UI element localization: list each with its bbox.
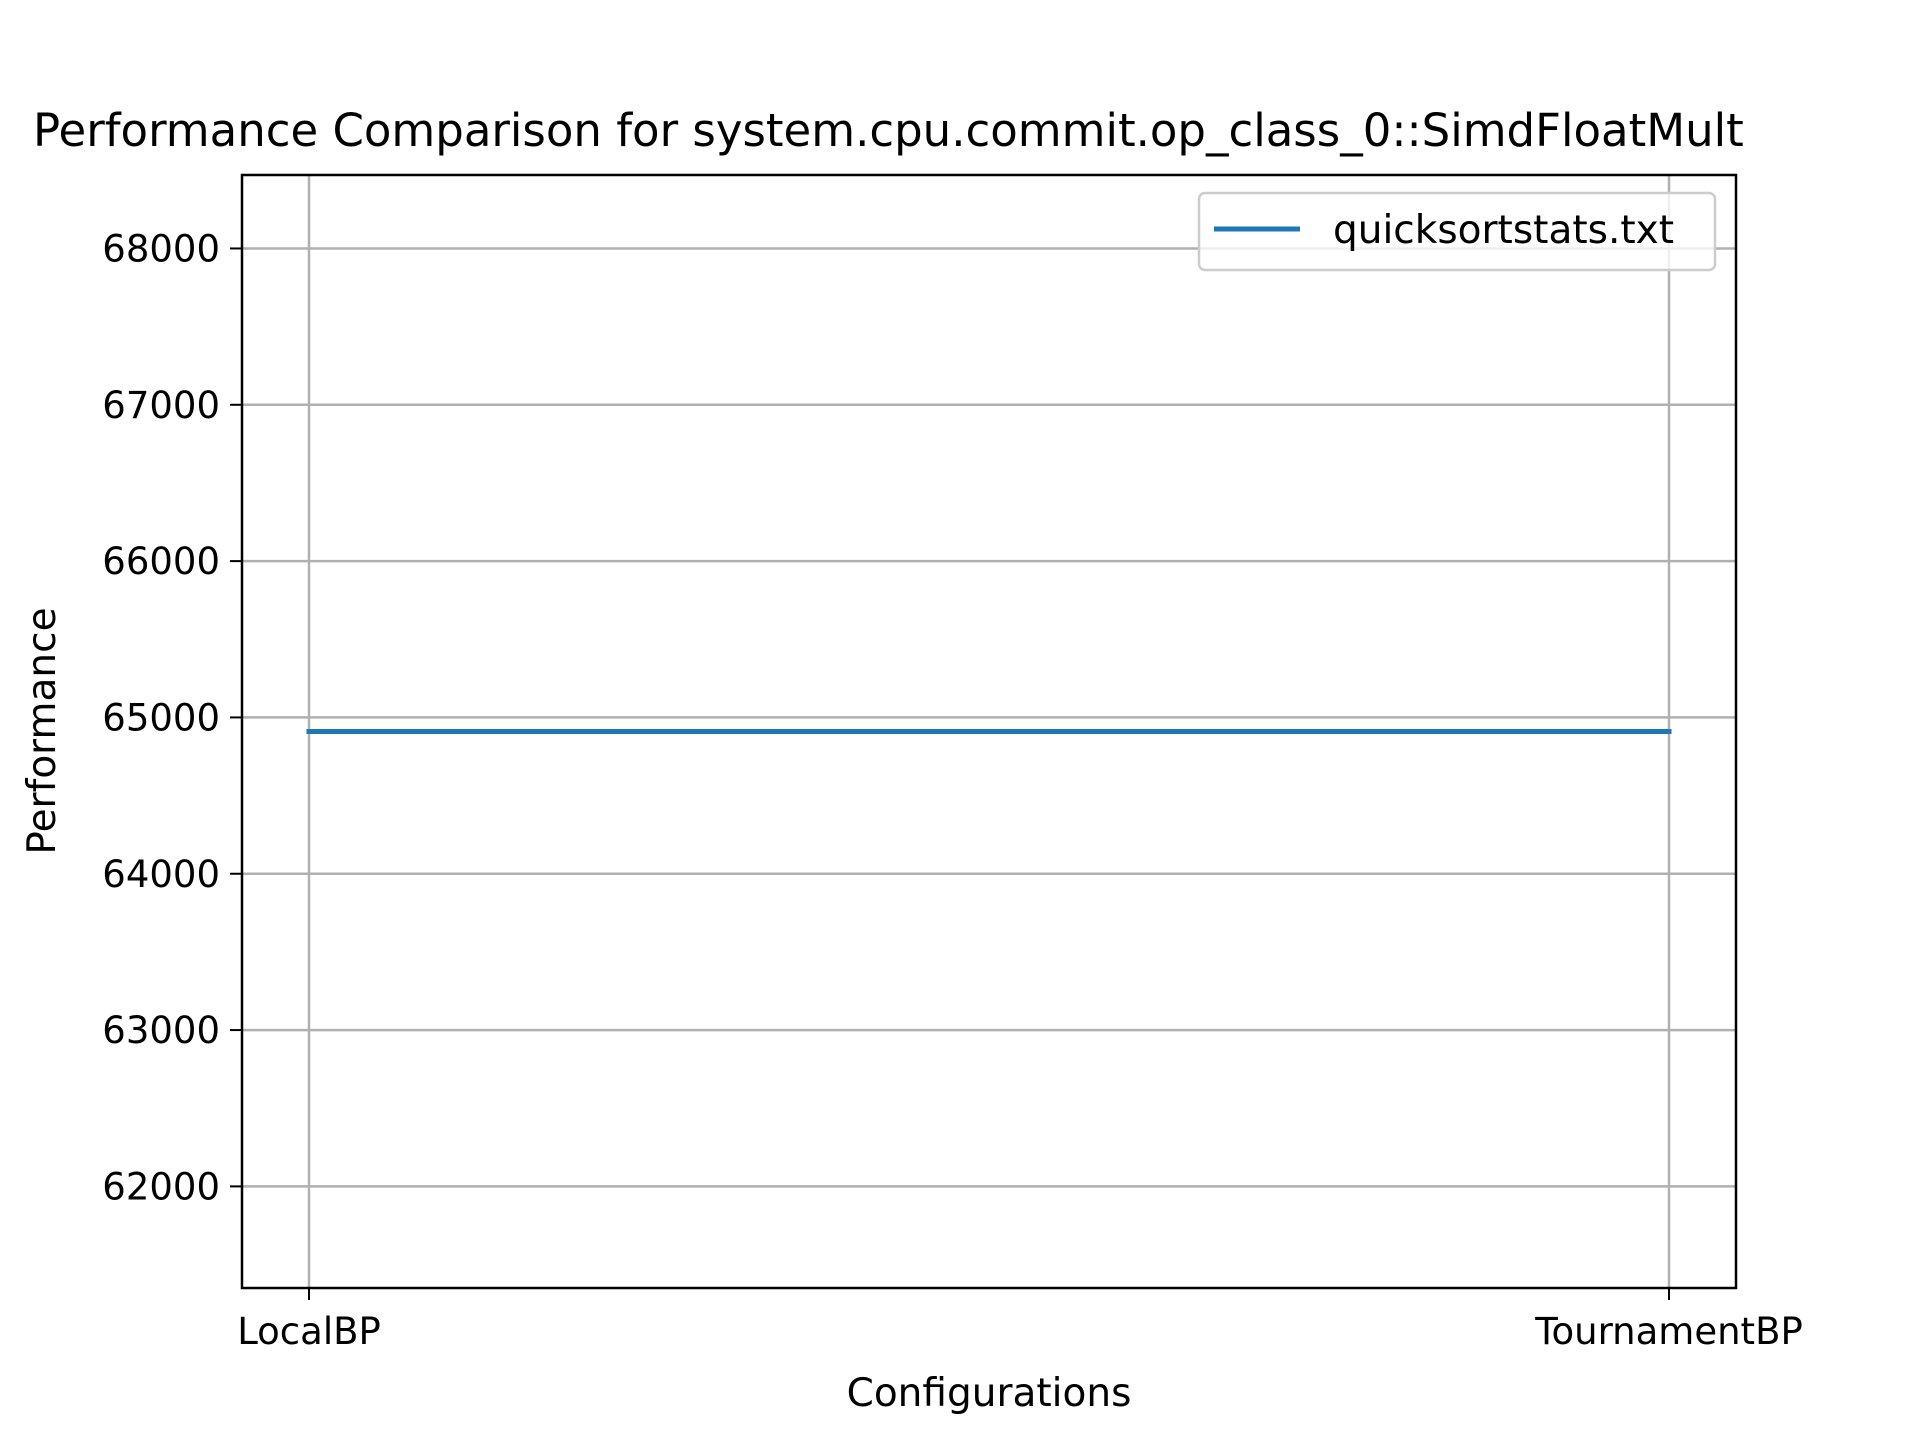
x-axis-label: Configurations (847, 1371, 1132, 1416)
y-tick-label: 65000 (102, 696, 220, 739)
legend[interactable]: quicksortstats.txt (1197, 191, 1717, 272)
plot-frame (240, 173, 1738, 1290)
y-tick-label: 67000 (102, 384, 220, 427)
x-tick-label: TournamentBP (1534, 1310, 1803, 1353)
legend-entry-label: quicksortstats.txt (1333, 208, 1674, 253)
chart-title: Performance Comparison for system.cpu.co… (33, 104, 1744, 157)
x-tick-label: LocalBP (237, 1310, 381, 1353)
y-tick-label: 68000 (102, 227, 220, 270)
tick-layer: 62000 63000 64000 65000 66000 67000 68000 Local… (102, 227, 1802, 1353)
y-tick-label: 66000 (102, 540, 220, 583)
y-axis-label: Performance (20, 607, 65, 854)
y-tick-label: 62000 (102, 1165, 220, 1208)
y-tick-label: 63000 (102, 1009, 220, 1052)
legend-box (1197, 191, 1717, 272)
y-tick-label: 64000 (102, 853, 220, 896)
